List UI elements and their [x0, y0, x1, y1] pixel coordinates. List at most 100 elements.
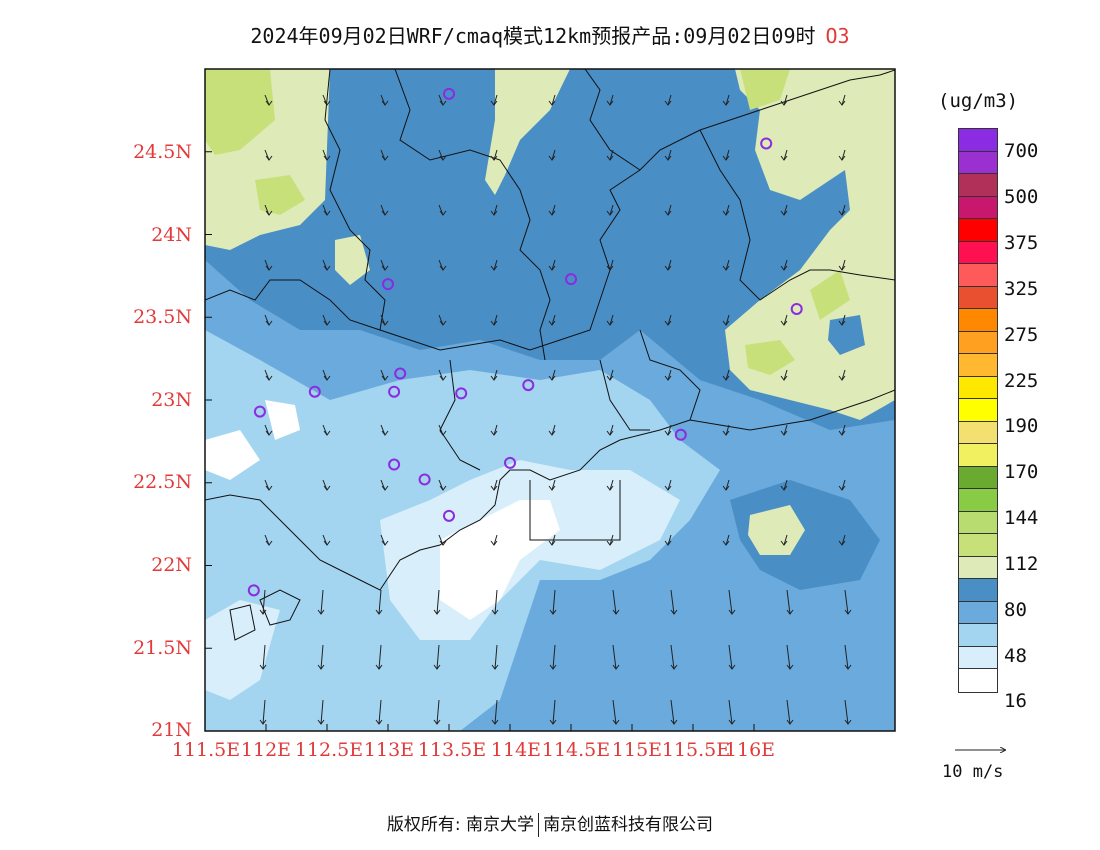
wind-arrow	[551, 314, 556, 326]
legend-swatch	[959, 241, 997, 264]
station-marker	[382, 278, 394, 291]
wind-arrow	[609, 424, 614, 436]
wind-arrow-head	[664, 320, 672, 326]
wind-arrow	[783, 259, 788, 271]
wind-arrow-head	[490, 540, 498, 546]
wind-arrow-head	[265, 155, 273, 161]
wind-arrow-head	[548, 430, 556, 436]
legend-swatch	[959, 601, 997, 624]
legend-unit: (ug/m3)	[938, 90, 1019, 112]
legend-swatch	[959, 556, 997, 579]
legend-swatch	[959, 579, 997, 602]
wind-arrow	[609, 94, 614, 106]
pollutant-label: O3	[825, 24, 850, 48]
lon-label: 111.5E	[171, 739, 241, 761]
field-zone-96	[335, 235, 370, 285]
wind-arrow	[551, 149, 556, 161]
wind-arrow	[551, 369, 556, 381]
wind-arrow-head	[491, 664, 499, 670]
field-zone-80	[730, 480, 880, 590]
wind-arrow	[609, 149, 614, 161]
wind-arrow	[612, 644, 617, 670]
wind-arrow-head	[548, 540, 556, 546]
legend-tick: 700	[1004, 140, 1039, 162]
station-marker	[522, 379, 535, 392]
lon-label: 113E	[363, 739, 415, 761]
field-zone-112	[810, 270, 850, 320]
legend-swatch	[959, 264, 997, 287]
wind-arrow	[783, 479, 788, 491]
wind-arrow-head	[606, 540, 614, 546]
wind-arrow-head	[780, 485, 788, 491]
wind-arrow-head	[780, 265, 788, 271]
province-border	[639, 329, 701, 421]
copyright-left: 版权所有: 南京大学	[386, 815, 535, 835]
wind-arrow	[494, 699, 498, 725]
wind-arrow-head	[323, 540, 331, 546]
legend-swatch	[959, 354, 997, 377]
station-marker	[388, 458, 401, 471]
legend-tick: 190	[1004, 415, 1039, 437]
station-marker	[394, 367, 407, 380]
wind-arrow-head	[549, 664, 557, 670]
legend-tick: 112	[1004, 553, 1039, 575]
wind-arrow-head	[728, 719, 736, 725]
lat-label: 24N	[151, 224, 192, 246]
wind-arrow-head	[439, 320, 447, 326]
wind-arrow-head	[323, 375, 331, 381]
wind-arrow-head	[548, 100, 556, 106]
wind-arrow	[667, 314, 672, 326]
legend-tick: 275	[1004, 324, 1039, 346]
wind-arrow	[551, 94, 556, 106]
legend-swatch	[959, 489, 997, 512]
station-markers	[247, 87, 803, 597]
legend-swatch	[959, 219, 997, 242]
wind-arrow-head	[549, 609, 557, 615]
wind-arrow	[670, 699, 675, 725]
wind-arrow-head	[259, 719, 267, 725]
wind-arrow-head	[381, 265, 389, 271]
wind-arrow-head	[786, 719, 794, 725]
wind-arrow-head	[606, 485, 614, 491]
wind-arrow	[786, 644, 791, 670]
wind-arrow-head	[838, 485, 846, 491]
wind-arrow	[493, 314, 498, 326]
wind-arrow	[667, 259, 672, 271]
wind-arrow-head	[433, 609, 441, 615]
wind-arrow	[493, 424, 498, 436]
wind-arrow-head	[780, 155, 788, 161]
station-marker	[418, 473, 431, 486]
wind-arrow-head	[606, 155, 614, 161]
wind-arrow	[786, 589, 791, 615]
wind-arrow	[841, 259, 846, 271]
lat-label: 23N	[151, 389, 192, 411]
station-marker	[504, 456, 516, 469]
wind-arrow-head	[548, 210, 556, 216]
wind-arrow	[493, 204, 498, 216]
wind-arrow-head	[606, 210, 614, 216]
lon-label: 114.5E	[541, 739, 611, 761]
wind-arrow-head	[780, 375, 788, 381]
station-marker	[443, 509, 455, 522]
province-border	[439, 359, 481, 471]
lat-label: 21N	[151, 719, 192, 741]
wind-arrow	[844, 589, 849, 615]
wind-arrow	[493, 94, 498, 106]
legend-swatch	[959, 646, 997, 669]
wind-arrow	[725, 479, 730, 491]
wind-arrow-head	[490, 485, 498, 491]
wind-arrow-head	[786, 664, 794, 670]
station-marker	[760, 137, 773, 150]
wind-arrow-head	[722, 265, 730, 271]
province-border	[699, 129, 895, 301]
lat-label: 21.5N	[133, 637, 192, 659]
lon-label: 115.5E	[661, 739, 731, 761]
wind-arrow-head	[780, 540, 788, 546]
wind-arrow-head	[612, 664, 620, 670]
wind-arrow	[667, 149, 672, 161]
wind-arrow-head	[265, 100, 273, 106]
wind-arrow-head	[490, 100, 498, 106]
wind-arrow-head	[323, 210, 331, 216]
wind-arrow	[728, 699, 733, 725]
wind-arrow	[552, 644, 556, 670]
